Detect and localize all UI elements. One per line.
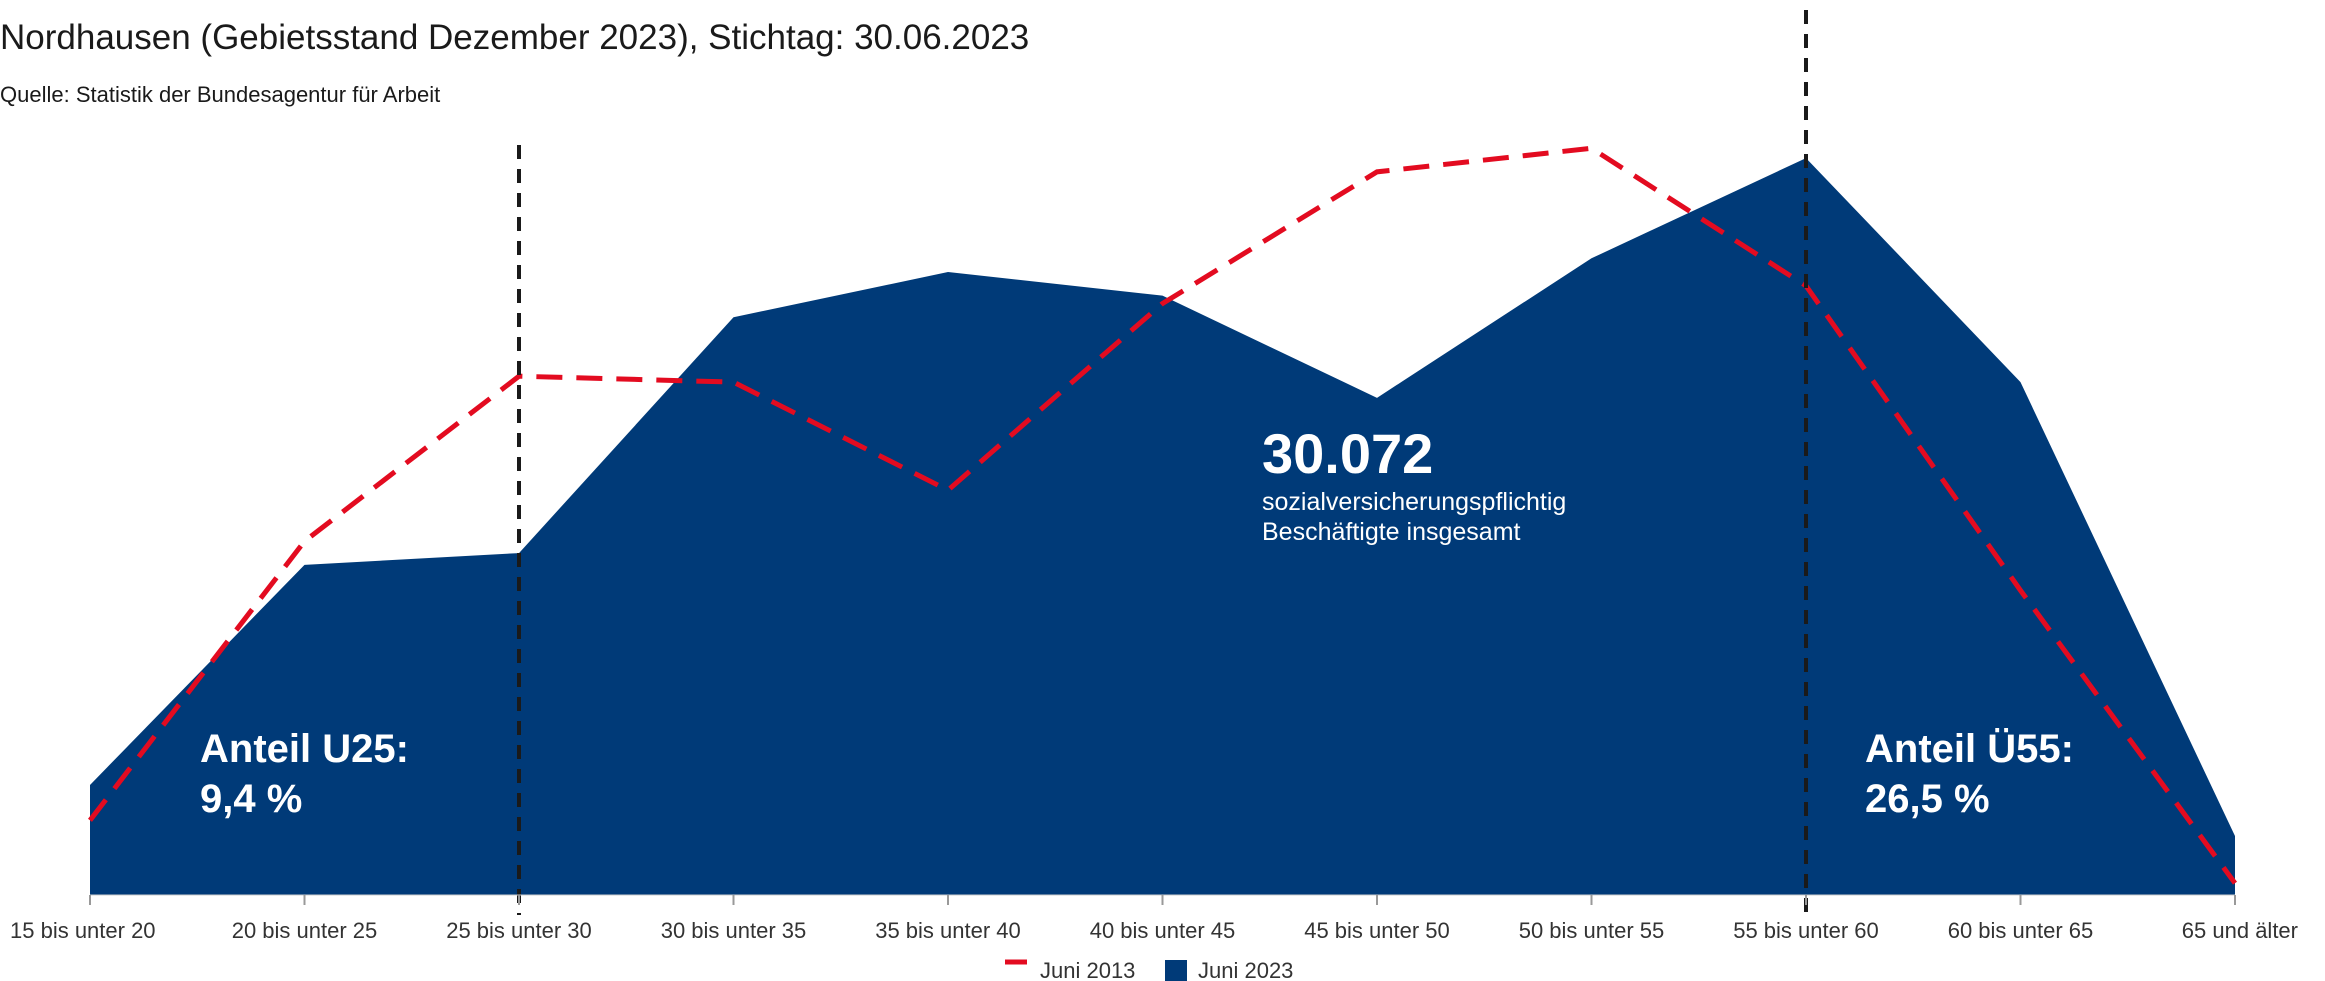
legend-swatch-juni-2023	[1165, 960, 1187, 981]
chart-subtitle: Nordhausen (Gebietsstand Dezember 2023),…	[0, 18, 1030, 57]
u25-share-value: 9,4 %	[200, 777, 302, 821]
x-tick-label: 20 bis unter 25	[232, 918, 378, 943]
area-series-juni-2023	[90, 158, 2235, 895]
total-employees-caption-line2: Beschäftigte insgesamt	[1262, 518, 1521, 546]
x-tick-label: 30 bis unter 35	[661, 918, 807, 943]
x-tick-label: 25 bis unter 30	[446, 918, 592, 943]
legend-label-juni-2023: Juni 2023	[1198, 958, 1293, 981]
x-tick-label: 50 bis unter 55	[1519, 918, 1665, 943]
legend-label-juni-2013: Juni 2013	[1040, 958, 1135, 981]
x-tick-label: 45 bis unter 50	[1304, 918, 1450, 943]
o55-share-label: Anteil Ü55:	[1865, 726, 2074, 771]
x-tick-label: 65 und älter	[2182, 918, 2298, 943]
line-series-juni-2013	[88, 145, 2238, 885]
x-tick-label: 35 bis unter 40	[875, 918, 1021, 943]
total-employees-caption-line1: sozialversicherungspflichtig	[1262, 488, 1566, 516]
x-tick-label: 15 bis unter 20	[10, 918, 156, 943]
total-employees-value: 30.072	[1262, 422, 1433, 485]
u25-share-label: Anteil U25:	[200, 727, 409, 771]
o55-share-value: 26,5 %	[1865, 777, 1990, 821]
x-tick-label: 55 bis unter 60	[1733, 918, 1879, 943]
x-tick-label: 60 bis unter 65	[1948, 918, 2094, 943]
x-tick-label: 40 bis unter 45	[1090, 918, 1236, 943]
source-note: Quelle: Statistik der Bundesagentur für …	[0, 82, 441, 107]
